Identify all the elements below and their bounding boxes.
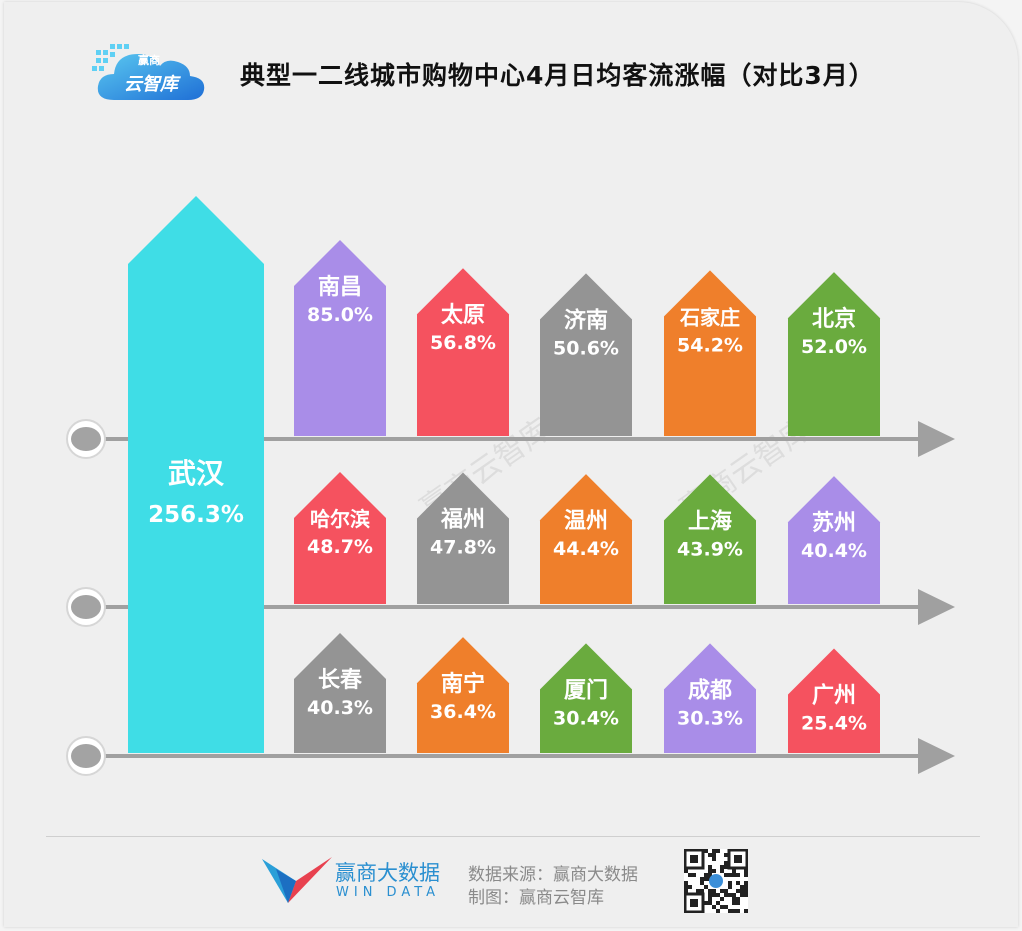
bar-house: 南昌 85.0%	[294, 240, 386, 436]
bar-house-shape	[664, 474, 756, 604]
bar-label-value: 30.3%	[677, 707, 743, 729]
bar-label-category: 武汉	[168, 457, 225, 490]
bar-house: 温州 44.4%	[540, 474, 632, 604]
row-axis-dot	[71, 744, 101, 768]
bar-label-category: 苏州	[812, 510, 856, 536]
bar-label-category: 石家庄	[679, 305, 740, 329]
bar-label-category: 长春	[318, 668, 362, 693]
bar-house-shape	[540, 474, 632, 604]
bar-house: 北京 52.0%	[788, 272, 880, 436]
bar-label-value: 30.4%	[553, 707, 619, 729]
bar-label-value: 50.6%	[553, 337, 619, 359]
bar-house: 济南 50.6%	[540, 273, 632, 436]
bar-house-shape	[788, 272, 880, 436]
chart-title: 典型一二线城市购物中心4月日均客流涨幅（对比3月）	[240, 61, 875, 90]
bar-label-category: 济南	[564, 307, 608, 333]
bar-label-value: 85.0%	[307, 304, 373, 326]
bar-label-value: 52.0%	[801, 336, 867, 358]
row-axis-arrow	[918, 589, 955, 625]
bar-label-category: 厦门	[564, 677, 608, 703]
bar-house-shape	[417, 637, 509, 753]
footer-divider	[46, 836, 980, 837]
bar-label-value: 40.4%	[801, 540, 867, 562]
data-source: 数据来源：赢商大数据	[468, 865, 638, 885]
bar-label-value: 56.8%	[430, 332, 496, 354]
bar-label-category: 广州	[812, 683, 856, 709]
bar-house: 太原 56.8%	[417, 268, 509, 436]
bar-label-value: 36.4%	[430, 701, 496, 723]
bar-house-shape	[417, 472, 509, 604]
bar-label-value: 54.2%	[677, 334, 743, 356]
row-axis-arrow	[918, 421, 955, 457]
windata-logo-icon	[262, 855, 332, 905]
bar-house: 成都 30.3%	[664, 643, 756, 753]
bar-house: 哈尔滨 48.7%	[294, 472, 386, 604]
bar-featured	[128, 196, 264, 753]
logo-main-text: 云智库	[124, 74, 178, 95]
bar-label-category: 福州	[440, 507, 485, 532]
bar-house: 广州 25.4%	[788, 648, 880, 753]
bar-house-shape	[664, 270, 756, 436]
bar-house-shape	[664, 643, 756, 753]
bar-label-value: 25.4%	[801, 713, 867, 735]
bar-house: 南宁 36.4%	[417, 637, 509, 753]
bar-house-shape	[540, 273, 632, 436]
bar-label-value: 256.3%	[148, 502, 244, 528]
bar-label-category: 太原	[441, 303, 485, 328]
bar-label-value: 44.4%	[553, 538, 619, 560]
chart-maker: 制图：赢商云智库	[468, 888, 604, 908]
bar-house-shape	[540, 643, 632, 753]
bar-house: 苏州 40.4%	[788, 476, 880, 604]
brand-name-en: WIN DATA	[336, 885, 441, 900]
bar-house-shape	[417, 268, 509, 436]
bar-house: 福州 47.8%	[417, 472, 509, 604]
bar-label-value: 48.7%	[307, 536, 373, 558]
bar-house: 上海 43.9%	[664, 474, 756, 604]
qr-code	[683, 848, 749, 914]
bar-label-category: 南昌	[318, 275, 362, 300]
bar-house-shape	[294, 633, 386, 753]
bar-label-category: 成都	[688, 678, 732, 703]
bar-label-category: 上海	[688, 508, 732, 534]
bar-house-shape	[294, 472, 386, 604]
logo-small-text: 赢商	[138, 54, 160, 67]
bar-house-shape	[788, 476, 880, 604]
row-axis-dot	[71, 427, 101, 451]
bar-label-value: 47.8%	[430, 536, 496, 558]
bar-label-category: 南宁	[441, 671, 485, 697]
bar-house: 石家庄 54.2%	[664, 270, 756, 436]
bar-label-category: 北京	[812, 306, 856, 332]
bar-house-shape	[788, 648, 880, 753]
bar-label-value: 43.9%	[677, 538, 743, 560]
yunzhiku-logo: 赢商 云智库	[92, 40, 210, 106]
row-axis-dot	[71, 595, 101, 619]
brand-name: 赢商大数据	[335, 861, 440, 885]
row-axis-arrow	[918, 738, 955, 774]
bar-house: 厦门 30.4%	[540, 643, 632, 753]
bar-house: 长春 40.3%	[294, 633, 386, 753]
bar-house-shape	[294, 240, 386, 436]
bar-label-category: 温州	[564, 509, 608, 534]
bar-label-value: 40.3%	[307, 697, 373, 719]
bar-label-category: 哈尔滨	[310, 507, 370, 531]
